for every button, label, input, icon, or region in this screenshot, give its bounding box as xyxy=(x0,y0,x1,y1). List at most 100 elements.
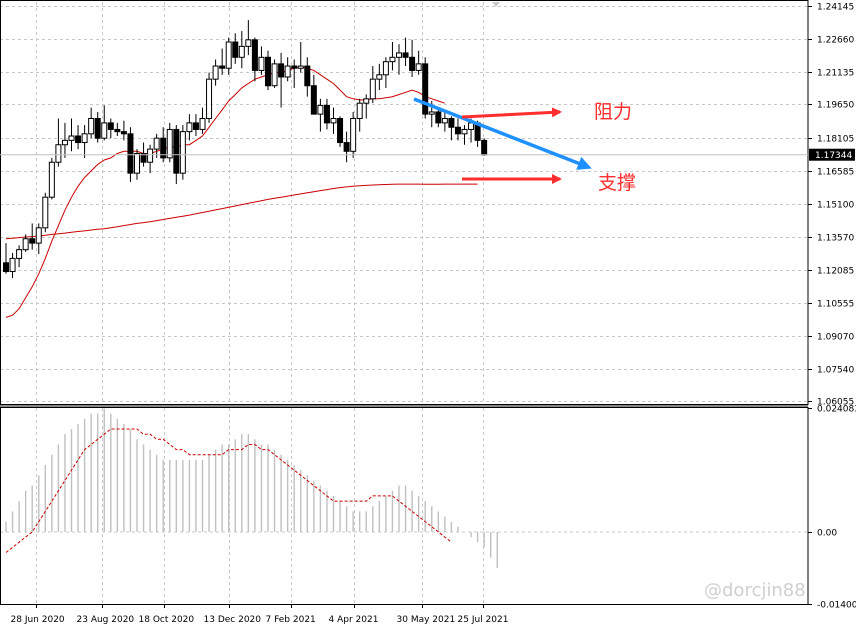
candle-bull xyxy=(48,161,55,198)
time-tick-label: 25 Jul 2021 xyxy=(458,615,509,625)
candles xyxy=(3,20,488,279)
candle-bull xyxy=(199,118,206,130)
price-tick-label: 1.21135 xyxy=(817,69,854,79)
support-label: 支撑 xyxy=(598,172,636,194)
resistance-arrow xyxy=(461,107,562,119)
candle-bear xyxy=(337,118,344,144)
candle-bull xyxy=(153,137,160,150)
candle-bull xyxy=(461,128,468,135)
candle-bull xyxy=(396,52,402,58)
candle-bull xyxy=(9,257,16,273)
candle-bull xyxy=(284,65,291,78)
price-tick-label: 1.24145 xyxy=(817,3,854,13)
ma-long-line xyxy=(5,183,478,240)
candle-bull xyxy=(147,148,154,163)
candle-bear xyxy=(140,152,147,163)
candle-bull xyxy=(68,135,75,141)
candle-bull xyxy=(35,227,42,244)
candle-bear xyxy=(251,39,258,71)
candle-bear xyxy=(409,56,416,71)
price-tick-label: 1.06055 xyxy=(817,398,854,408)
osc-tick-label: 0.024083 xyxy=(817,405,856,415)
candle-bull xyxy=(212,65,219,80)
candle-bull xyxy=(166,128,173,159)
resistance-label: 阻力 xyxy=(594,101,632,123)
candle-bull xyxy=(101,122,108,139)
price-tick-label: 1.18105 xyxy=(817,135,854,145)
time-tick-label: 13 Dec 2020 xyxy=(204,615,262,625)
candle-bear xyxy=(291,65,298,69)
candle-bull xyxy=(317,104,324,115)
candle-bull xyxy=(382,61,389,76)
candle-bull xyxy=(369,78,376,100)
candle-bull xyxy=(330,118,337,124)
candle-bear xyxy=(343,142,350,152)
time-tick-label: 4 Apr 2021 xyxy=(329,615,379,625)
candle-bull xyxy=(297,65,304,69)
candle-bear xyxy=(304,65,311,87)
time-tick-label: 30 May 2021 xyxy=(397,615,456,625)
candle-bear xyxy=(173,128,180,174)
price-tick-label: 1.16585 xyxy=(817,168,854,178)
candle-bull xyxy=(42,196,49,229)
candle-bull xyxy=(81,133,88,144)
price-tick-label: 1.13570 xyxy=(817,234,854,244)
candle-bull xyxy=(134,152,140,174)
main-panel-frame xyxy=(0,0,809,405)
candle-bull xyxy=(415,63,422,71)
candle-bull xyxy=(22,238,29,251)
price-tick-label: 1.10555 xyxy=(817,300,854,310)
candle-bull xyxy=(179,131,186,174)
candle-bear xyxy=(448,118,455,128)
candle-bull xyxy=(441,118,448,124)
candle-bear xyxy=(127,133,134,174)
candle-bear xyxy=(192,122,199,130)
candle-bear xyxy=(265,56,271,87)
price-tick-label: 1.12085 xyxy=(817,267,854,277)
oscillator-panel xyxy=(5,408,498,568)
candle-bear xyxy=(422,63,429,115)
time-tick-label: 7 Feb 2021 xyxy=(266,615,316,625)
candle-bear xyxy=(454,126,461,135)
candle-bull xyxy=(245,39,252,47)
candle-bull xyxy=(186,122,193,133)
candle-bull xyxy=(61,139,68,146)
price-tick-label: 1.15100 xyxy=(817,201,854,211)
time-tick-label: 18 Oct 2020 xyxy=(139,615,195,625)
shift-marker-icon xyxy=(492,2,500,7)
candle-bear xyxy=(481,139,488,156)
current-price-box xyxy=(809,148,855,161)
candle-bull xyxy=(271,63,278,87)
candle-bear xyxy=(435,111,442,124)
osc-tick-label: 0.00 xyxy=(817,529,837,539)
candle-bear xyxy=(310,85,317,115)
candle-bull xyxy=(88,118,95,135)
candle-bear xyxy=(402,52,409,58)
price-tick-label: 1.07540 xyxy=(817,366,854,376)
candle-bear xyxy=(94,118,101,139)
candle-bull xyxy=(350,118,357,152)
osc-tick-label: -0.014002 xyxy=(817,601,856,611)
candle-bull xyxy=(238,45,245,58)
candle-bull xyxy=(428,111,435,115)
grid xyxy=(0,2,808,604)
price-tick-label: 1.09070 xyxy=(817,333,854,343)
price-tick-label: 1.19650 xyxy=(817,101,854,111)
candle-bull xyxy=(55,144,62,163)
time-tick-label: 28 Jun 2020 xyxy=(11,615,65,625)
price-tick-label: 1.22660 xyxy=(817,36,854,46)
time-tick-label: 23 Aug 2020 xyxy=(77,615,135,625)
candle-bull xyxy=(376,74,383,80)
candle-bear xyxy=(114,128,121,133)
candle-bear xyxy=(29,238,36,244)
candle-bull xyxy=(258,56,265,71)
candle-bear xyxy=(160,137,167,159)
osc-signal-line xyxy=(5,428,452,553)
candle-bear xyxy=(75,135,82,144)
candle-bull xyxy=(16,249,23,259)
candle-bear xyxy=(3,262,9,273)
candle-bear xyxy=(278,63,285,78)
